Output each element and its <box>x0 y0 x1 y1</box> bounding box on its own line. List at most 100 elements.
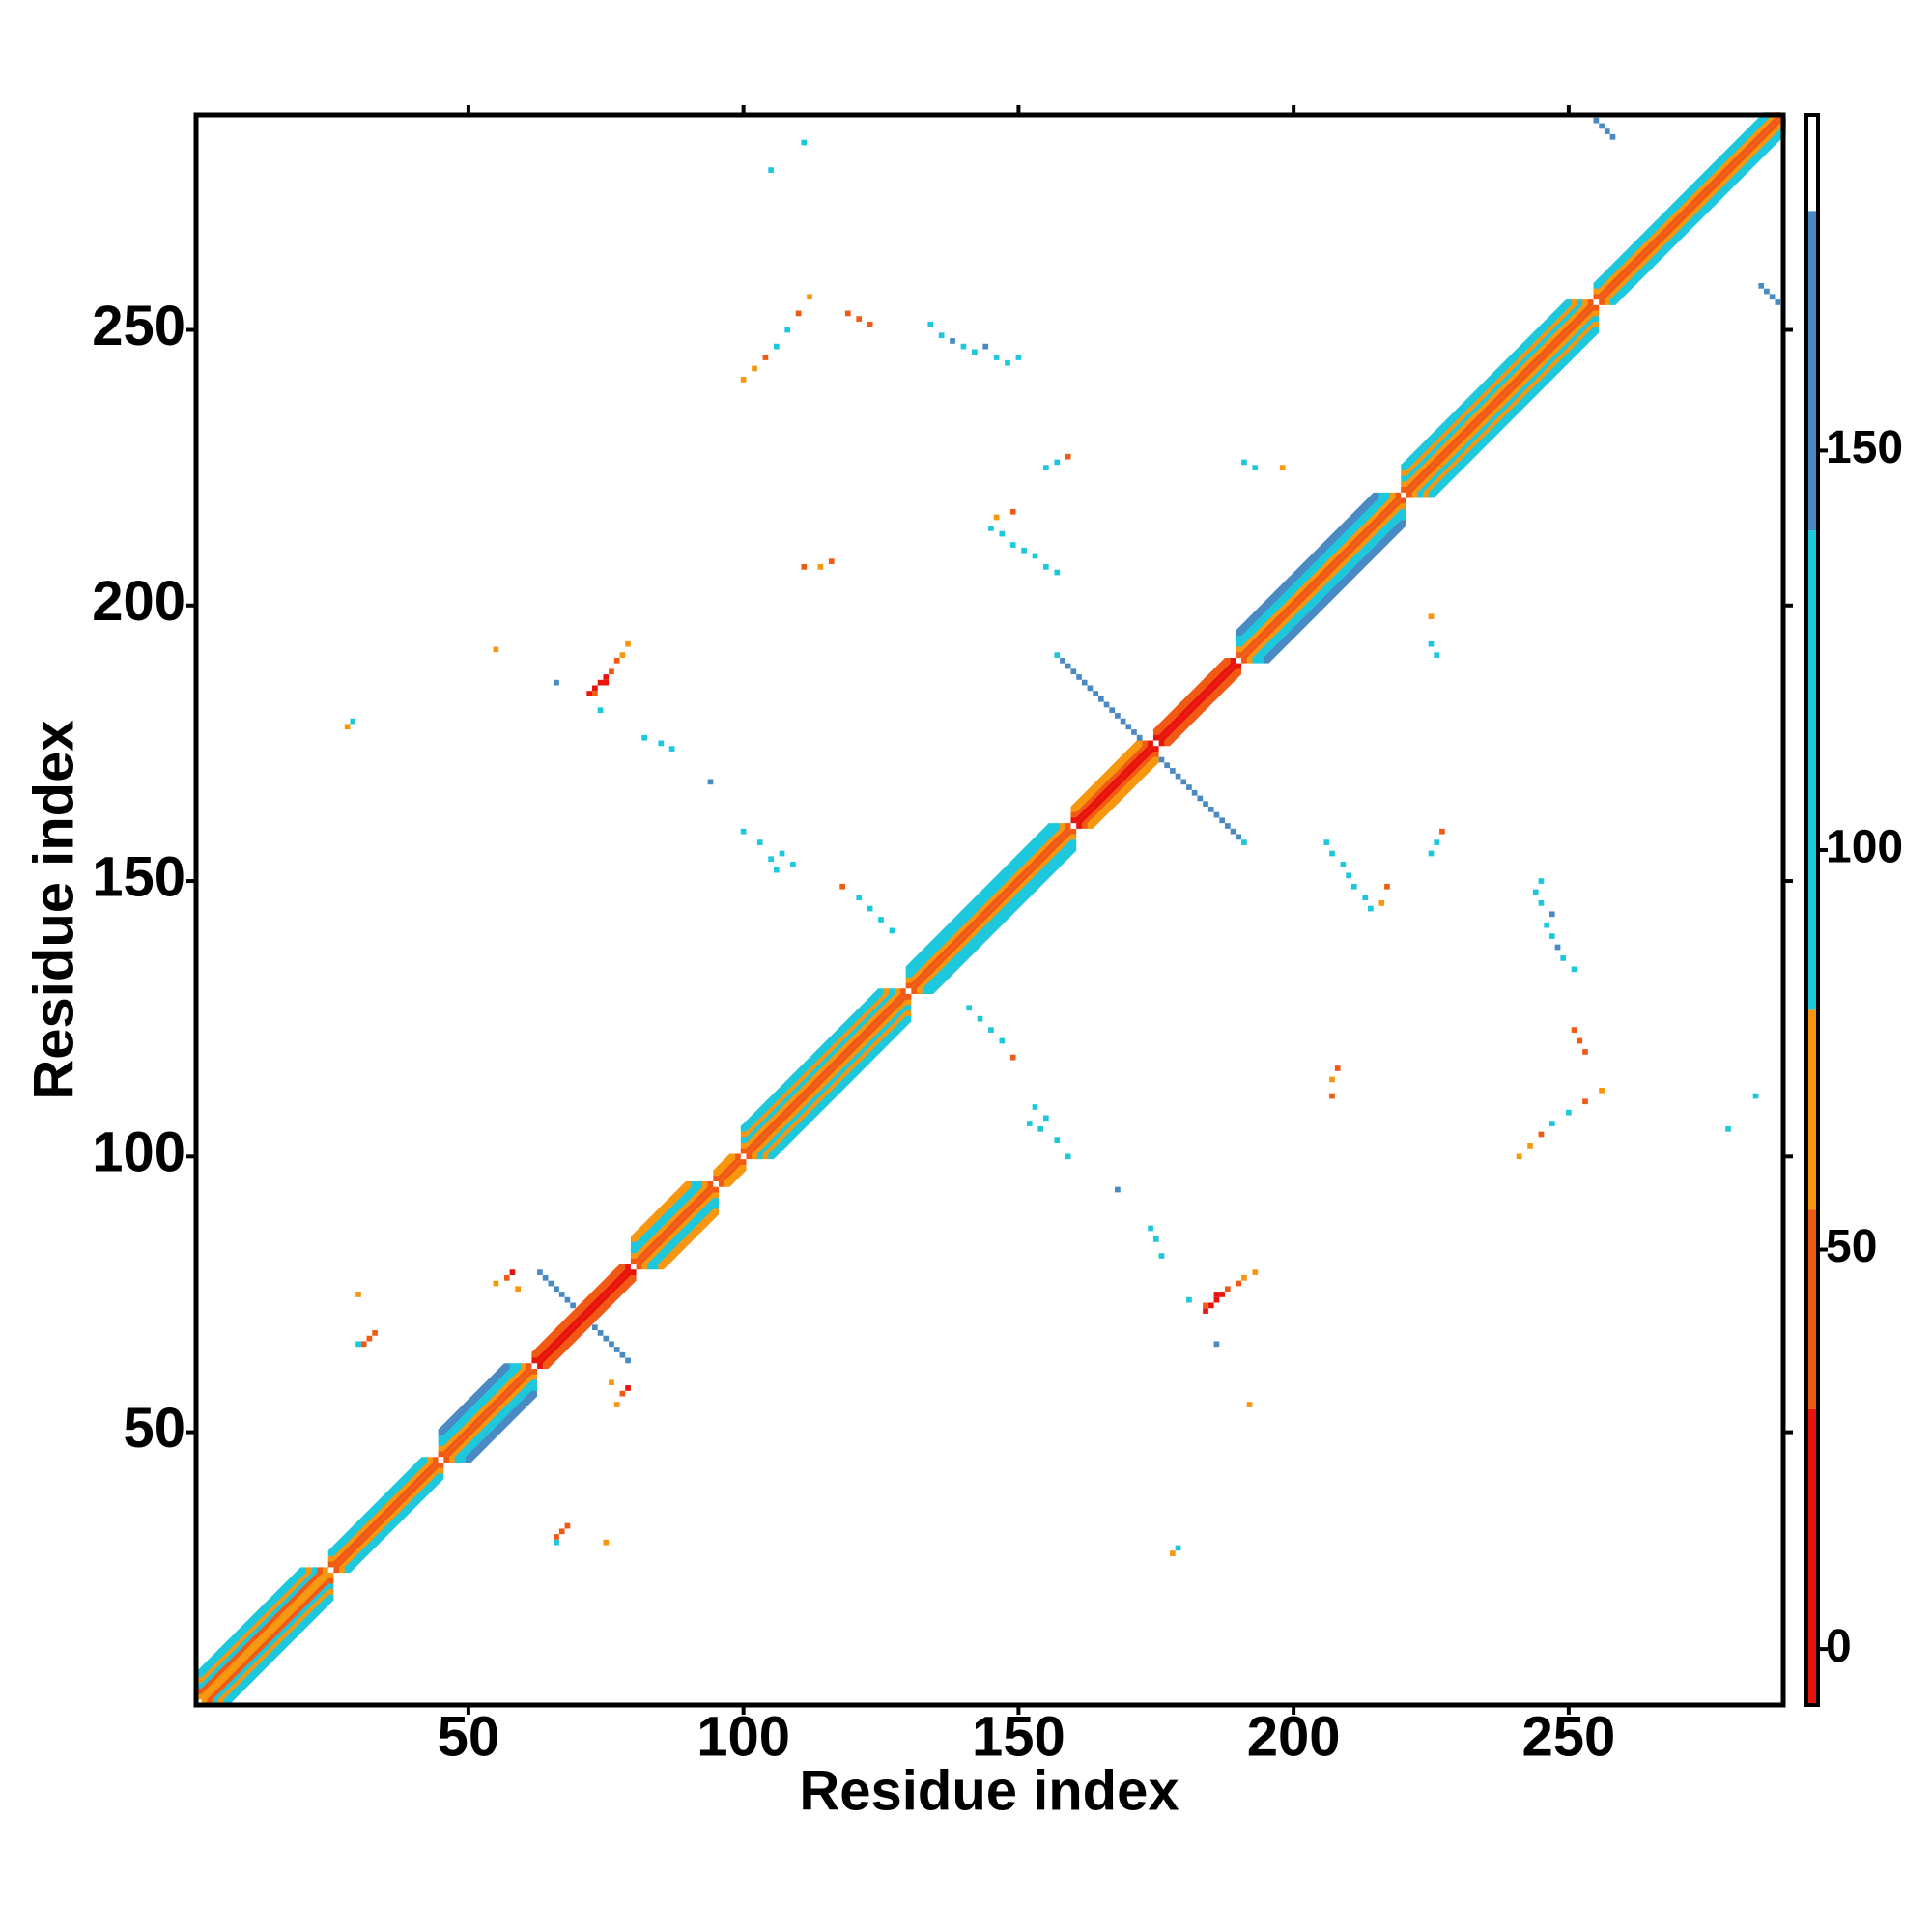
cell <box>554 1539 559 1546</box>
diagonal-band <box>724 1164 747 1187</box>
cell <box>609 1341 614 1348</box>
cell <box>1582 1049 1588 1055</box>
cell <box>597 1330 604 1336</box>
cell <box>1527 1143 1533 1149</box>
cell <box>1208 1302 1214 1309</box>
cell <box>554 1286 559 1293</box>
colorbar-tick-label: 150 <box>1826 422 1903 473</box>
cell <box>1170 768 1176 774</box>
cell <box>592 691 598 696</box>
cell <box>1054 652 1061 658</box>
diagonal-band <box>658 1208 720 1270</box>
diagonal-band <box>917 834 1077 995</box>
colorbar-segment <box>1806 1009 1818 1210</box>
cell <box>1109 707 1116 714</box>
cell <box>1026 1121 1033 1126</box>
cell <box>1252 465 1259 470</box>
diagonal-band <box>1236 492 1379 637</box>
cell <box>564 1522 571 1529</box>
cell <box>1548 1121 1555 1126</box>
cell <box>597 679 604 686</box>
cell <box>360 1341 367 1348</box>
cell <box>867 321 873 327</box>
cell <box>1439 828 1445 835</box>
y-tick-label: 100 <box>92 1122 185 1184</box>
cell <box>625 1385 631 1391</box>
cell <box>828 558 835 564</box>
cell <box>1334 1065 1341 1071</box>
cell <box>1065 663 1071 669</box>
cell <box>613 1347 620 1352</box>
diagonal-band <box>196 1567 328 1700</box>
cell <box>1158 756 1165 763</box>
cell <box>1070 668 1077 675</box>
cell <box>1516 1153 1522 1160</box>
cell <box>1323 839 1330 845</box>
diagonal-band <box>344 1473 444 1574</box>
diagonal-band <box>740 988 906 1154</box>
cell <box>503 1274 510 1281</box>
diagonal-band <box>746 994 912 1160</box>
cell <box>1224 1286 1231 1293</box>
cell <box>592 1324 598 1331</box>
x-tick-label: 50 <box>438 1705 500 1768</box>
cell <box>1538 900 1545 906</box>
cell <box>586 691 593 696</box>
cell <box>613 657 620 664</box>
cell <box>993 355 1000 360</box>
cell <box>1428 850 1435 857</box>
cell <box>355 1341 361 1348</box>
cell <box>1368 905 1374 912</box>
cell <box>1152 1236 1159 1242</box>
colorbar-segment <box>1806 1209 1818 1409</box>
cell <box>1329 1076 1335 1083</box>
cell <box>1609 133 1616 140</box>
cell <box>1093 691 1098 696</box>
diagonal-band <box>531 1264 626 1358</box>
cell <box>938 332 945 339</box>
cell <box>603 674 610 680</box>
cell <box>1065 453 1071 460</box>
plot-frame <box>193 112 1786 1708</box>
cell <box>1279 465 1286 470</box>
cell <box>1054 459 1061 466</box>
cell <box>1125 724 1132 730</box>
cell <box>807 294 812 300</box>
cell <box>603 679 610 686</box>
cell <box>515 1286 522 1293</box>
diagonal-band <box>1152 657 1231 735</box>
cell <box>1593 117 1600 124</box>
cell <box>856 895 863 901</box>
cell <box>977 1015 983 1022</box>
cell <box>982 343 989 350</box>
colorbar-segment <box>1806 115 1818 212</box>
cell <box>1186 784 1192 790</box>
cell <box>1191 789 1198 796</box>
cell <box>1208 807 1214 812</box>
cell <box>1758 283 1765 289</box>
cell <box>1599 123 1605 129</box>
cell <box>1544 922 1549 928</box>
diagonal-band <box>1076 746 1159 829</box>
cell <box>619 652 626 658</box>
cell <box>1775 299 1781 305</box>
colorbar-segment <box>1806 530 1818 1010</box>
cell <box>1560 955 1567 961</box>
x-tick-label: 150 <box>972 1705 1065 1768</box>
cell <box>779 850 785 857</box>
cell <box>554 679 559 686</box>
diagonal-band <box>752 999 912 1160</box>
diagonal-band <box>630 1180 692 1242</box>
cell <box>597 707 604 714</box>
cell <box>1009 508 1016 515</box>
cell <box>1566 1109 1572 1116</box>
cell <box>1752 1093 1759 1099</box>
cell <box>1329 850 1335 857</box>
cell <box>889 927 895 934</box>
diagonal-band <box>636 1186 720 1270</box>
cell <box>558 1528 565 1535</box>
cell <box>1384 883 1390 890</box>
cell <box>1186 1296 1192 1303</box>
cell <box>542 1274 549 1281</box>
cell <box>1164 762 1171 769</box>
